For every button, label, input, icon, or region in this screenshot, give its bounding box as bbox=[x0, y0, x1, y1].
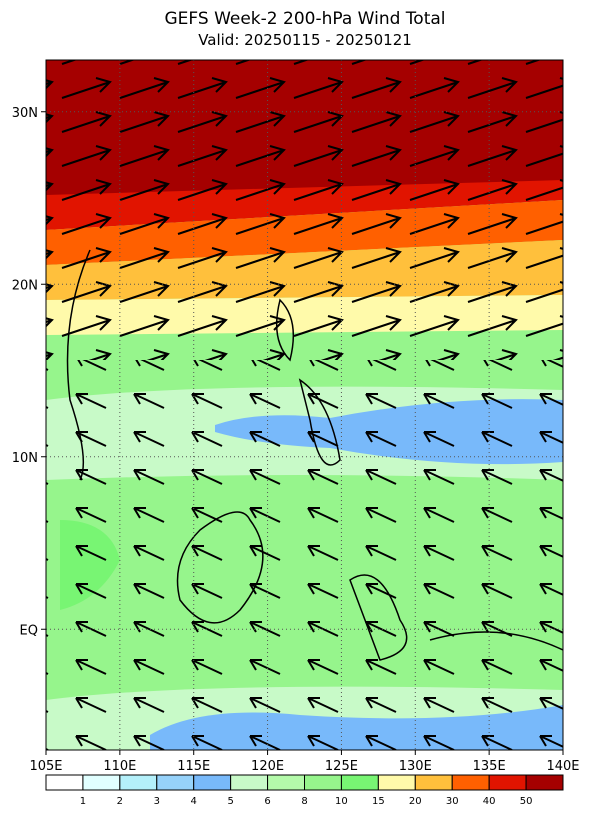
colorbar-label: 40 bbox=[483, 796, 496, 807]
colorbar-box bbox=[525, 774, 564, 791]
colorbar-box bbox=[451, 774, 490, 791]
wind-arrows bbox=[46, 60, 563, 360]
map-frame bbox=[45, 59, 564, 751]
x-tick-label: 120E bbox=[251, 759, 284, 774]
colorbar-box bbox=[488, 774, 527, 791]
colorbar-box bbox=[267, 774, 306, 791]
y-tick-label: EQ bbox=[20, 623, 38, 638]
colorbar-label: 4 bbox=[191, 796, 197, 807]
colorbar-box bbox=[377, 774, 416, 791]
wind-arrows bbox=[46, 360, 563, 750]
colorbar-label: 8 bbox=[301, 796, 307, 807]
colorbar-label: 15 bbox=[372, 796, 385, 807]
x-tick-label: 115E bbox=[177, 759, 210, 774]
x-tick-label: 105E bbox=[29, 759, 62, 774]
colorbar-box bbox=[304, 774, 342, 791]
coastline bbox=[66, 249, 563, 661]
y-tick-label: 30N bbox=[12, 106, 38, 121]
x-tick-label: 140E bbox=[546, 759, 579, 774]
colorbar-label: 20 bbox=[409, 796, 422, 807]
colorbar-label: 1 bbox=[80, 796, 86, 807]
colorbar-label: 30 bbox=[446, 796, 459, 807]
colorbar-box bbox=[119, 774, 158, 791]
colorbar-box bbox=[340, 774, 379, 791]
x-tick-label: 125E bbox=[325, 759, 358, 774]
colorbar-label: 10 bbox=[335, 796, 348, 807]
x-tick-label: 130E bbox=[399, 759, 432, 774]
colorbar-box bbox=[82, 774, 121, 791]
colorbar-box bbox=[193, 774, 232, 791]
map-fill bbox=[46, 60, 563, 750]
x-tick-label: 110E bbox=[103, 759, 136, 774]
y-tick-label: 10N bbox=[12, 451, 38, 466]
colorbar-box bbox=[156, 774, 195, 791]
colorbar-box bbox=[45, 774, 84, 791]
ticks: 105E 110E 115E 120E 125E 130E 135E 140E EQ 10N 20N… bbox=[12, 106, 580, 774]
subtitle: Valid: 20250115 - 20250121 bbox=[198, 31, 412, 49]
colorbar-box bbox=[230, 774, 269, 791]
title: GEFS Week-2 200-hPa Wind Total bbox=[164, 9, 445, 29]
x-tick-label: 135E bbox=[473, 759, 506, 774]
colorbar-box bbox=[414, 774, 453, 791]
colorbar-label: 5 bbox=[227, 796, 233, 807]
y-tick-label: 20N bbox=[12, 278, 38, 293]
colorbar-label: 6 bbox=[264, 796, 270, 807]
colorbar-label: 2 bbox=[117, 796, 123, 807]
colorbar: 1 2 3 4 5 6 8 10 15 20 30 40 50 bbox=[45, 774, 564, 807]
colorbar-label: 3 bbox=[154, 796, 160, 807]
colorbar-label: 50 bbox=[520, 796, 533, 807]
